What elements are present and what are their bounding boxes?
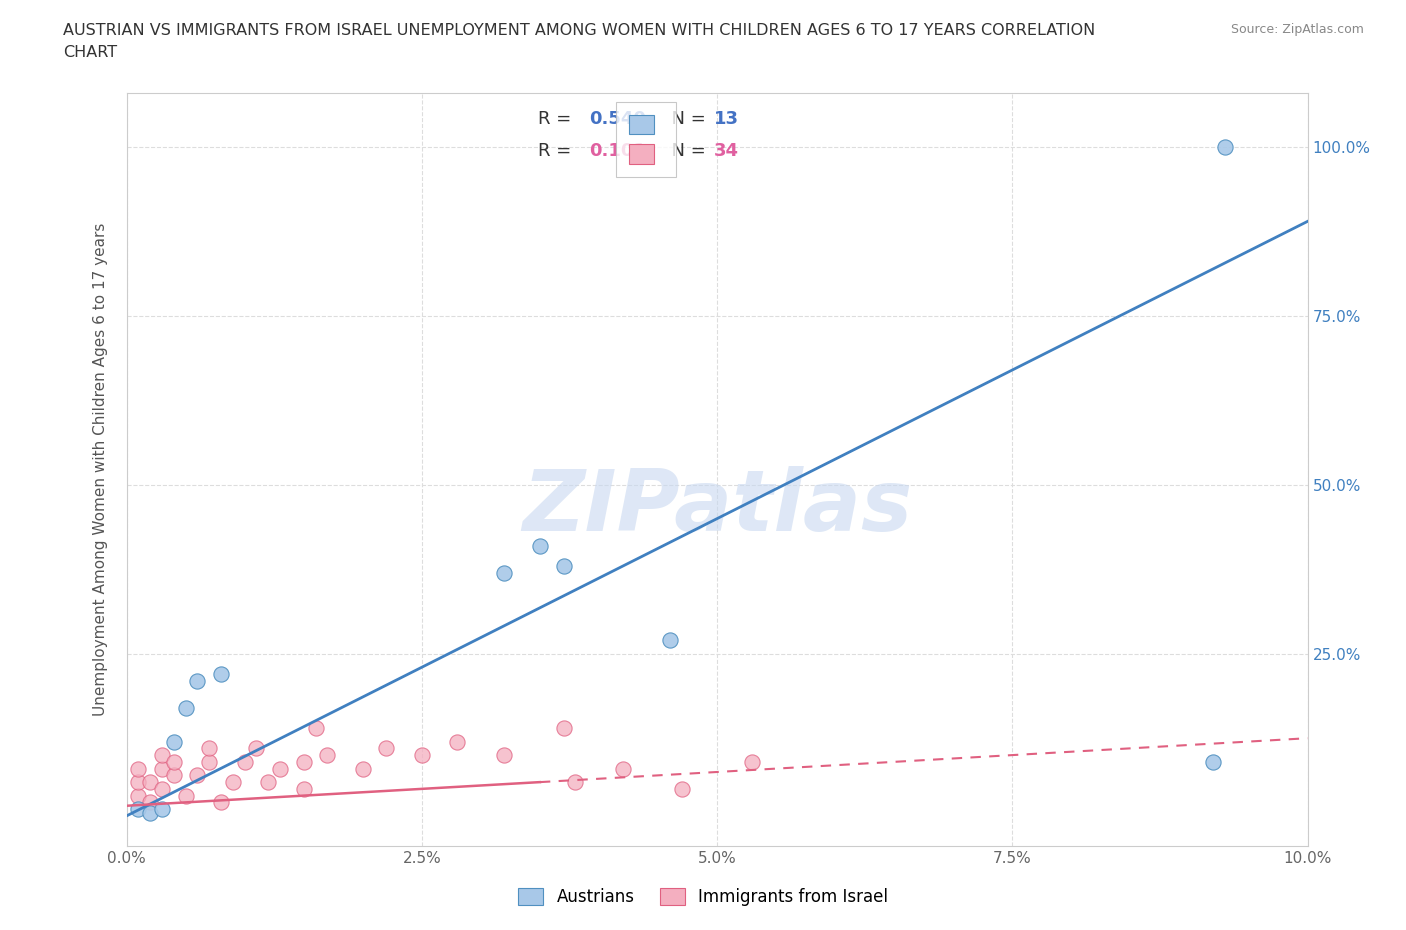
Text: Source: ZipAtlas.com: Source: ZipAtlas.com [1230,23,1364,36]
Point [222,775,245,790]
Point [163,754,186,769]
Point [304,721,326,736]
Point [150,802,173,817]
Text: N =: N = [661,111,711,128]
Point [209,795,232,810]
Point [1213,140,1236,154]
Text: 0.101: 0.101 [589,142,647,160]
Point [257,775,280,790]
Text: N =: N = [661,142,711,160]
Point [127,789,149,804]
Point [292,754,315,769]
Point [269,761,291,776]
Point [127,761,149,776]
Point [494,748,516,763]
Text: R =: R = [537,111,576,128]
Legend: Austrians, Immigrants from Israel: Austrians, Immigrants from Israel [512,881,894,912]
Y-axis label: Unemployment Among Women with Children Ages 6 to 17 years: Unemployment Among Women with Children A… [93,223,108,716]
Legend: , : , [616,102,676,177]
Point [127,775,149,790]
Point [741,754,763,769]
Point [163,768,186,783]
Point [245,741,267,756]
Point [139,775,162,790]
Point [163,734,186,749]
Text: CHART: CHART [63,45,117,60]
Point [1202,754,1225,769]
Point [186,673,208,688]
Point [564,775,586,790]
Text: ZIPatlas: ZIPatlas [522,466,912,549]
Point [174,789,197,804]
Text: 34: 34 [713,142,738,160]
Point [292,781,315,796]
Point [411,748,433,763]
Point [529,538,551,553]
Point [316,748,339,763]
Point [553,559,575,574]
Point [612,761,634,776]
Text: R =: R = [537,142,582,160]
Point [375,741,398,756]
Point [198,741,221,756]
Point [671,781,693,796]
Point [446,734,468,749]
Point [150,781,173,796]
Point [139,805,162,820]
Point [139,795,162,810]
Point [658,632,681,647]
Text: 0.540: 0.540 [589,111,647,128]
Point [198,754,221,769]
Point [186,768,208,783]
Point [209,667,232,682]
Point [127,802,149,817]
Point [553,721,575,736]
Point [150,748,173,763]
Point [352,761,374,776]
Text: AUSTRIAN VS IMMIGRANTS FROM ISRAEL UNEMPLOYMENT AMONG WOMEN WITH CHILDREN AGES 6: AUSTRIAN VS IMMIGRANTS FROM ISRAEL UNEMP… [63,23,1095,38]
Text: 13: 13 [713,111,738,128]
Point [150,761,173,776]
Point [494,565,516,580]
Point [174,700,197,715]
Point [233,754,256,769]
